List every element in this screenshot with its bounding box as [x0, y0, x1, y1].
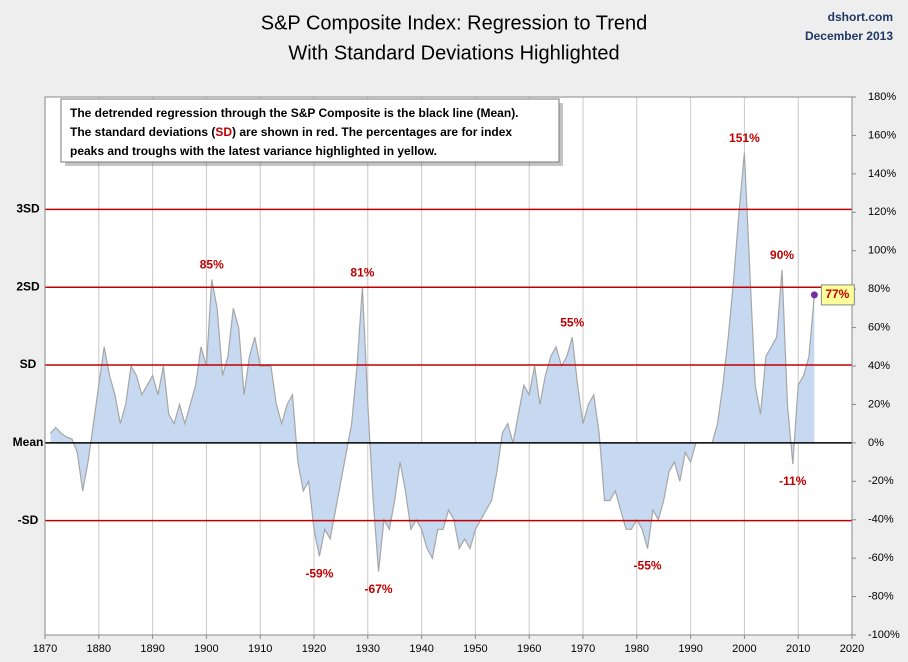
annotation: 77%: [825, 287, 849, 301]
annotation: 55%: [560, 315, 584, 329]
note-text: SD: [215, 125, 232, 139]
chart-title: S&P Composite Index: Regression to Trend: [261, 12, 648, 34]
x-tick-label: 1910: [248, 643, 272, 655]
annotation: -59%: [305, 566, 333, 580]
x-tick-label: 1930: [356, 643, 380, 655]
y-tick-label: -80%: [868, 590, 894, 602]
y-tick-label: -20%: [868, 475, 894, 487]
y-tick-label: 0%: [868, 437, 884, 449]
note-text: The detrended regression through the S&P…: [70, 106, 519, 120]
annotation: 85%: [200, 258, 224, 272]
annotation: 81%: [350, 265, 374, 279]
x-tick-label: 2000: [732, 643, 756, 655]
y-tick-label: 160%: [868, 129, 896, 141]
x-tick-label: 2020: [840, 643, 864, 655]
x-tick-label: 1900: [194, 643, 218, 655]
plot-area: [45, 97, 852, 635]
note-line: The detrended regression through the S&P…: [70, 106, 519, 120]
x-tick-label: 1960: [517, 643, 541, 655]
plot-frame: [44, 96, 853, 636]
sd-label: -SD: [18, 513, 39, 527]
note-text: ) are shown in red. The percentages are …: [232, 125, 512, 139]
annotation: -67%: [365, 582, 393, 596]
area-fill: [50, 152, 815, 572]
annotation: -55%: [634, 559, 662, 573]
note-text: peaks and troughs with the latest varian…: [70, 144, 437, 158]
x-tick-label: 1990: [678, 643, 702, 655]
y-tick-label: 60%: [868, 321, 890, 333]
y-tick-label: 20%: [868, 398, 890, 410]
note-frame: [60, 98, 560, 163]
y-tick-label: 40%: [868, 360, 890, 372]
note-line: peaks and troughs with the latest varian…: [70, 144, 437, 158]
line: [49, 152, 815, 572]
x-tick-label: 1880: [87, 643, 111, 655]
chart-subtitle: With Standard Deviations Highlighted: [288, 42, 619, 64]
annotation: 90%: [770, 248, 794, 262]
y-tick-label: -40%: [868, 514, 894, 526]
highlight-box: [820, 284, 855, 306]
x-tick-label: 1940: [409, 643, 433, 655]
y-tick-label: 180%: [868, 91, 896, 103]
x-tick-label: 1870: [33, 643, 57, 655]
annotation: -11%: [779, 474, 807, 488]
annotation: 151%: [729, 131, 760, 145]
y-tick-label: -100%: [868, 629, 900, 641]
y-tick-label: 140%: [868, 168, 896, 180]
x-tick-label: 1950: [463, 643, 487, 655]
x-tick-label: 1890: [140, 643, 164, 655]
note-box: The detrended regression through the S&P…: [60, 98, 563, 166]
x-tick-label: 1980: [625, 643, 649, 655]
date: December 2013: [805, 29, 893, 43]
y-tick-label: 120%: [868, 206, 896, 218]
latest-point: [810, 291, 818, 299]
sd-label: Mean: [13, 435, 44, 449]
y-tick-label: 80%: [868, 283, 890, 295]
source: dshort.com: [828, 10, 893, 24]
sd-label: 2SD: [16, 279, 40, 293]
y-tick-label: 100%: [868, 245, 896, 257]
x-tick-label: 1970: [571, 643, 595, 655]
note-text: The standard deviations (: [70, 125, 215, 139]
y-tick-label: -60%: [868, 552, 894, 564]
x-tick-label: 1920: [302, 643, 326, 655]
plot: 1870 1880 1890 1900 1910 1920 1930 1940 1950 1960…: [33, 91, 900, 655]
sd-label: 3SD: [16, 202, 40, 216]
x-tick-label: 2010: [786, 643, 810, 655]
sd-label: SD: [20, 357, 37, 371]
note-line: The standard deviations (SD) are shown i…: [70, 125, 512, 139]
